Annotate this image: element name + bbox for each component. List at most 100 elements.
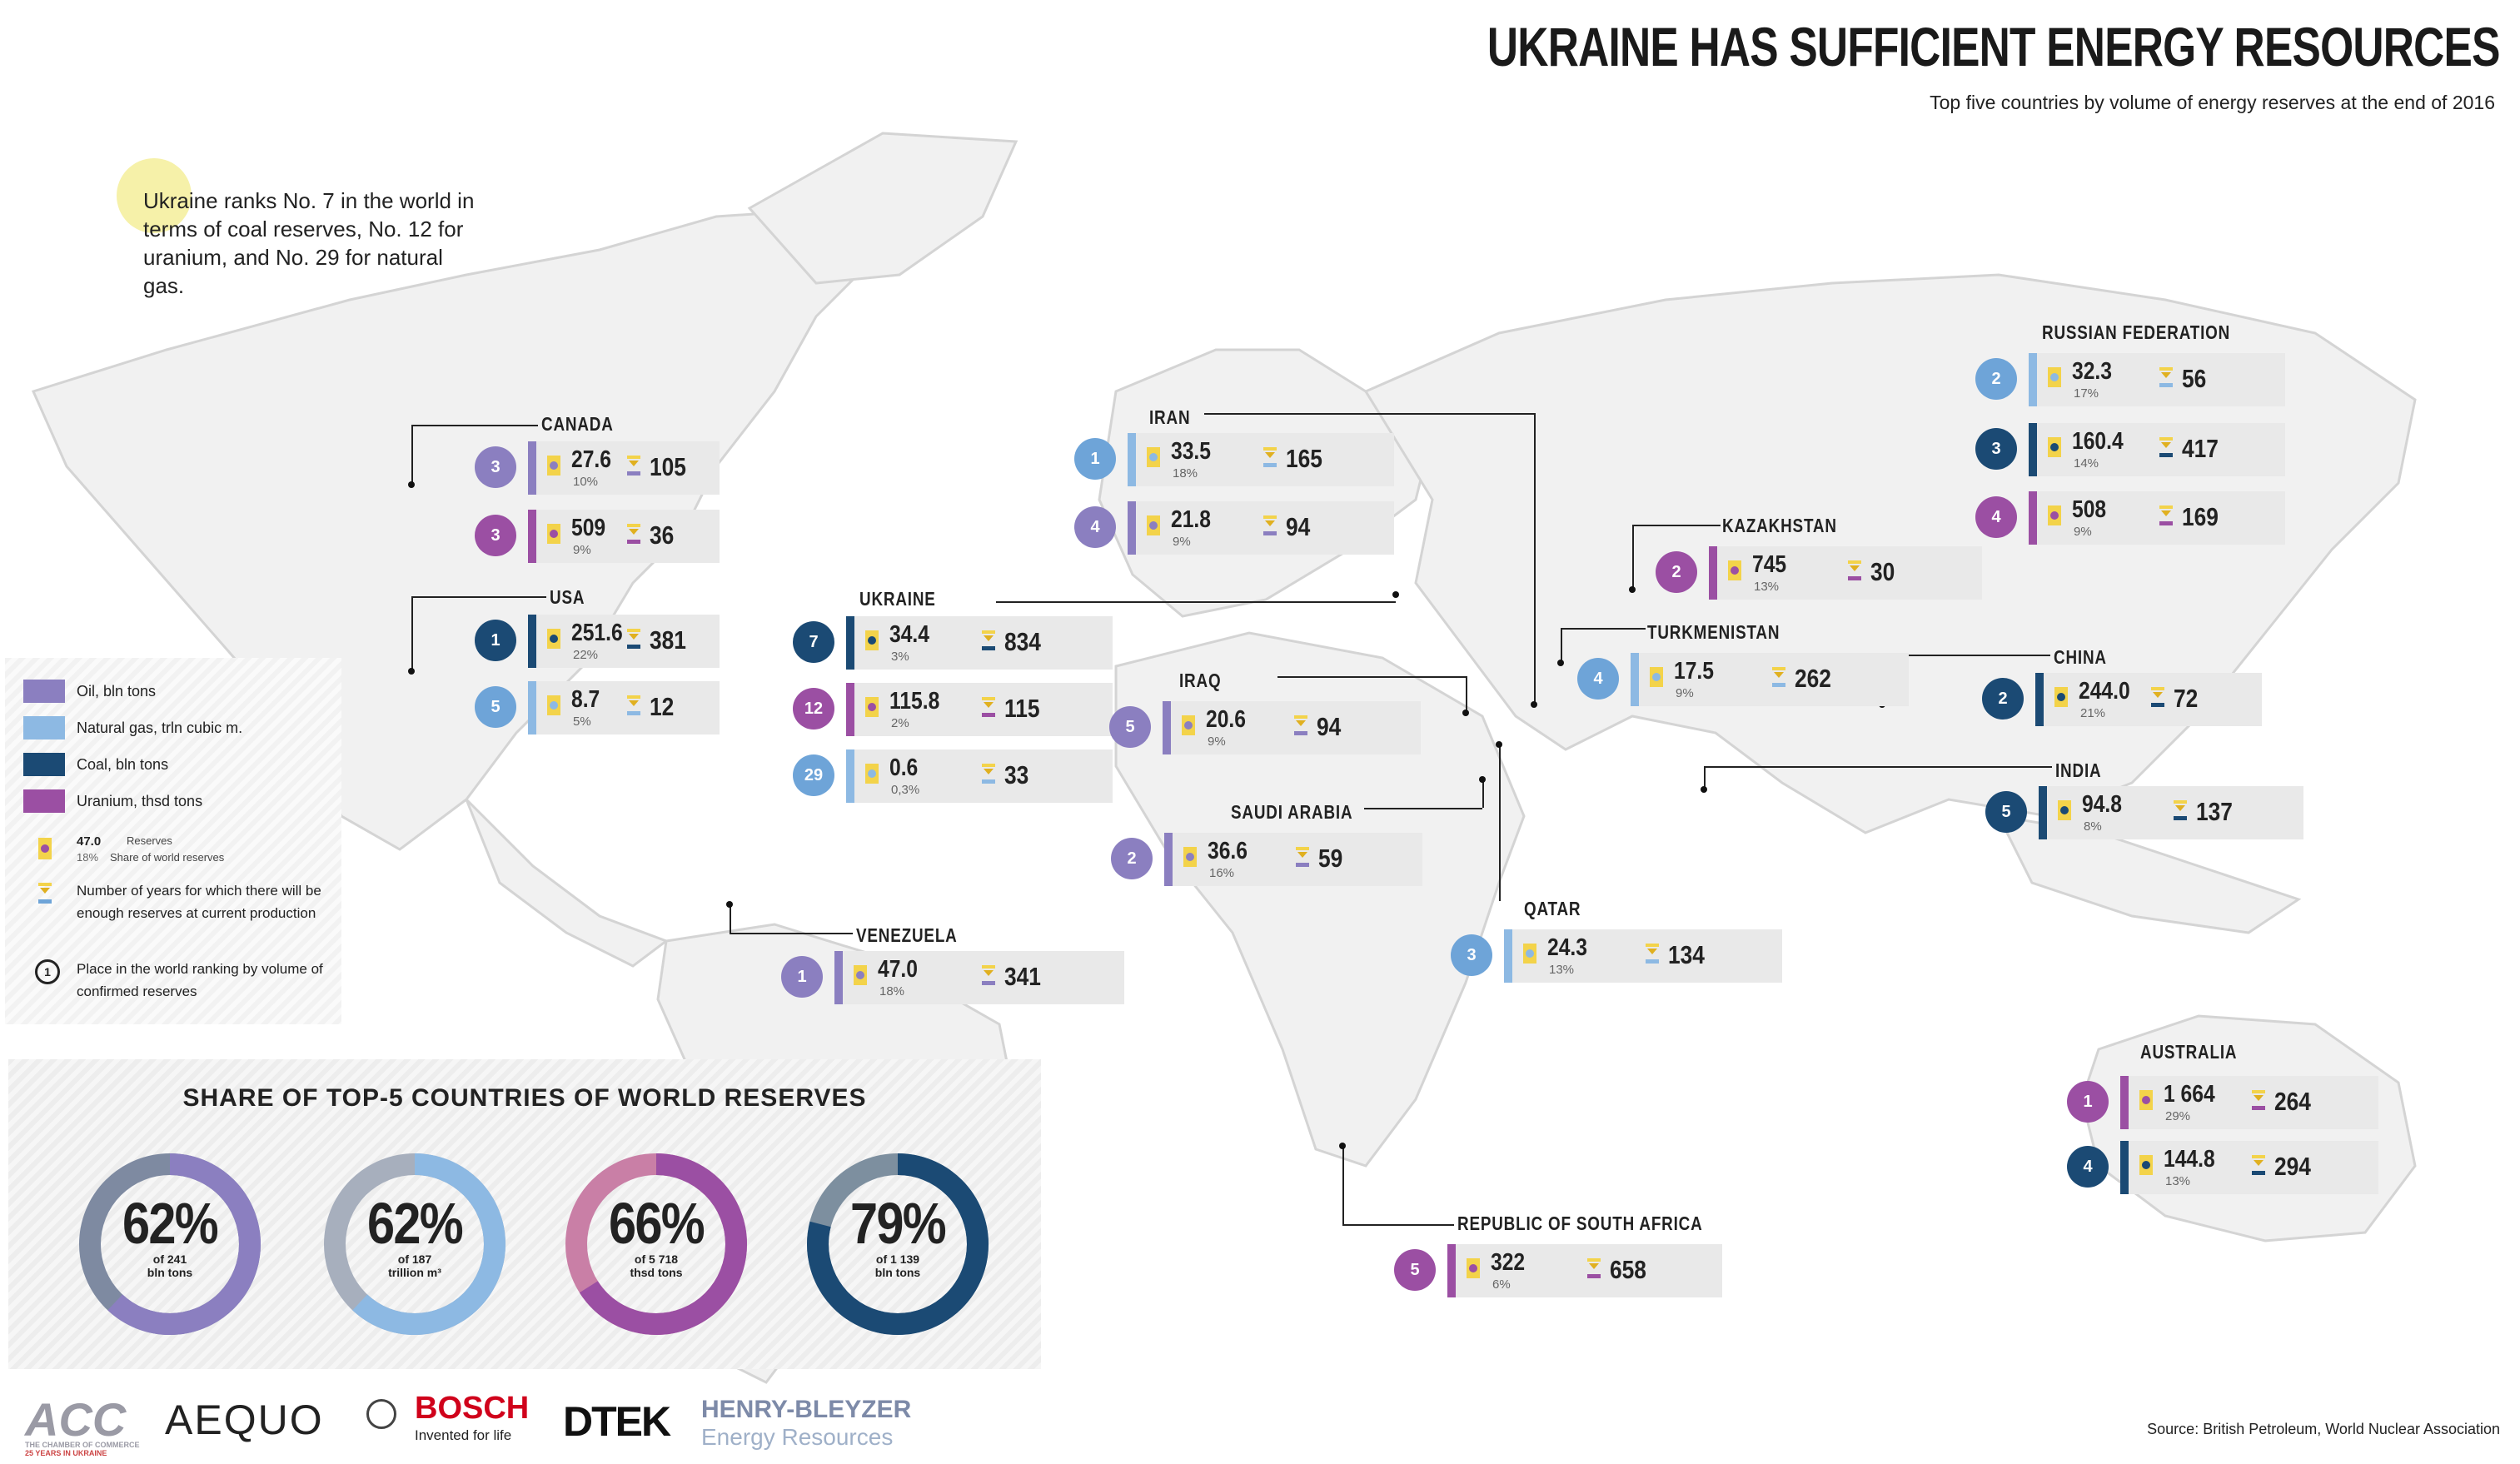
years-of-reserves-value: 59 — [1318, 844, 1343, 873]
donut-percent: 62% — [122, 1191, 219, 1256]
reserve-panel: 21.8 9% 94 — [1136, 501, 1394, 555]
reserves-icon — [2048, 437, 2061, 457]
years-of-reserves-value: 36 — [650, 520, 675, 550]
world-share-value: 16% — [1209, 866, 1235, 880]
reserves-icon — [2048, 505, 2061, 525]
reserve-panel: 745 13% 30 — [1717, 546, 1982, 600]
hourglass-icon — [627, 524, 640, 544]
acc-logo-years: 25 YEARS IN UKRAINE — [25, 1449, 107, 1457]
reserve-card-saudi-arabia-oil: 2 36.6 16% 59 — [1111, 833, 1422, 886]
years-of-reserves-value: 12 — [650, 692, 675, 721]
reserve-panel: 8.7 5% 12 — [536, 681, 720, 734]
location-pin — [1479, 776, 1486, 783]
acc-logo: ACC — [25, 1393, 127, 1446]
hourglass-icon — [2159, 437, 2173, 457]
reserve-panel: 508 9% 169 — [2037, 491, 2285, 545]
years-of-reserves-value: 834 — [1004, 627, 1041, 656]
note-highlight-dot — [117, 158, 192, 233]
rank-badge: 3 — [1975, 428, 2017, 470]
reserves-value: 21.8 — [1171, 506, 1211, 533]
reserve-card-russian-federation-uranium: 4 508 9% 169 — [1975, 491, 2285, 545]
hourglass-icon — [982, 630, 995, 650]
leader-line — [1342, 1224, 1454, 1226]
world-share-value: 18% — [1173, 466, 1198, 481]
legend-panel: Oil, bln tons Natural gas, trln cubic m.… — [5, 658, 341, 1024]
location-pin — [1392, 591, 1399, 598]
ukraine-rank-note: Ukraine ranks No. 7 in the world in term… — [143, 188, 475, 298]
reserve-card-australia-coal: 4 144.8 13% 294 — [2067, 1141, 2378, 1194]
rank-badge: 1 — [2067, 1081, 2109, 1123]
resource-color-bar — [846, 616, 854, 670]
reserve-card-india-coal: 5 94.8 8% 137 — [1985, 786, 2303, 839]
rank-badge: 7 — [793, 621, 834, 663]
reserves-value: 0.6 — [889, 754, 919, 781]
years-of-reserves-value: 165 — [1286, 444, 1322, 473]
donut-label-uranium: 66% of 5 718 thsd tons — [573, 1194, 740, 1279]
hourglass-icon — [1772, 667, 1785, 687]
legend-swatch-gas — [23, 716, 65, 739]
country-label-iraq: IRAQ — [1179, 670, 1222, 691]
world-share-value: 21% — [2080, 706, 2106, 720]
hourglass-icon — [1263, 515, 1277, 535]
donut-total: of 241 — [152, 1252, 187, 1266]
hourglass-icon — [1646, 944, 1659, 964]
resource-color-bar — [528, 441, 536, 495]
reserve-card-turkmenistan-gas: 4 17.5 9% 262 — [1577, 653, 1909, 706]
reserves-value: 94.8 — [2082, 791, 2122, 818]
country-label-iran: IRAN — [1149, 406, 1191, 428]
reserves-value: 322 — [1491, 1249, 1526, 1276]
years-of-reserves-value: 94 — [1286, 512, 1311, 541]
bosch-logo: BOSCH — [415, 1391, 530, 1426]
donut-unit: bln tons — [874, 1266, 921, 1279]
share-chart-title: SHARE OF TOP-5 COUNTRIES OF WORLD RESERV… — [182, 1084, 867, 1112]
reserve-panel: 24.3 13% 134 — [1512, 929, 1782, 983]
rank-badge: 2 — [1975, 358, 2017, 400]
reserve-card-kazakhstan-uranium: 2 745 13% 30 — [1656, 546, 1982, 600]
country-label-australia: AUSTRALIA — [2140, 1041, 2238, 1063]
world-share-value: 10% — [573, 475, 599, 489]
resource-color-bar — [2029, 423, 2037, 476]
location-pin — [1462, 710, 1469, 716]
legend-label-oil: Oil, bln tons — [77, 683, 157, 700]
reserve-card-canada-uranium: 3 509 9% 36 — [475, 510, 720, 563]
legend-swatch-coal — [23, 753, 65, 776]
reserve-panel: 27.6 10% 105 — [536, 441, 720, 495]
sponsor-logos: ACC THE CHAMBER OF COMMERCE 25 YEARS IN … — [0, 1391, 916, 1459]
reserve-card-qatar-gas: 3 24.3 13% 134 — [1451, 929, 1782, 983]
aequo-logo: AEQUO — [165, 1397, 324, 1443]
leader-line — [730, 933, 853, 934]
reserve-panel: 36.6 16% 59 — [1173, 833, 1422, 886]
years-of-reserves-value: 115 — [1004, 694, 1040, 723]
years-of-reserves-value: 381 — [650, 625, 686, 655]
donut-percent: 66% — [608, 1191, 705, 1256]
rank-badge: 1 — [475, 620, 516, 661]
resource-color-bar — [2120, 1141, 2129, 1194]
legend-label-uranium: Uranium, thsd tons — [77, 793, 203, 809]
donut-total: of 187 — [397, 1252, 432, 1266]
reserves-icon — [1183, 847, 1197, 867]
reserves-value: 144.8 — [2164, 1146, 2215, 1173]
reserve-panel: 0.6 0,3% 33 — [854, 749, 1113, 803]
reserves-icon — [1147, 515, 1160, 535]
acc-logo-caption: THE CHAMBER OF COMMERCE — [25, 1441, 140, 1449]
hourglass-icon — [982, 697, 995, 717]
reserves-value: 1 664 — [2164, 1081, 2215, 1108]
world-share-value: 3% — [891, 650, 909, 664]
rank-badge: 3 — [475, 515, 516, 556]
reserve-card-venezuela-oil: 1 47.0 18% 341 — [781, 951, 1124, 1004]
leader-line — [411, 425, 538, 426]
location-pin — [1496, 741, 1502, 748]
leader-line — [1204, 413, 1534, 415]
rank-symbol-icon: 1 — [35, 959, 60, 984]
leader-line — [1342, 1146, 1344, 1224]
resource-color-bar — [2035, 673, 2044, 726]
legend-rank-label: Place in the world ranking by volume of … — [77, 961, 323, 999]
donut-share-arc-gas — [324, 1153, 505, 1335]
years-of-reserves-value: 262 — [1795, 664, 1831, 693]
reserve-card-iran-gas: 1 33.5 18% 165 — [1074, 433, 1394, 486]
years-of-reserves-value: 105 — [650, 452, 686, 481]
reserves-icon — [1182, 715, 1195, 735]
reserves-icon — [2048, 367, 2061, 387]
reserves-value: 36.6 — [1208, 838, 1248, 864]
years-of-reserves-value: 134 — [1668, 940, 1705, 969]
